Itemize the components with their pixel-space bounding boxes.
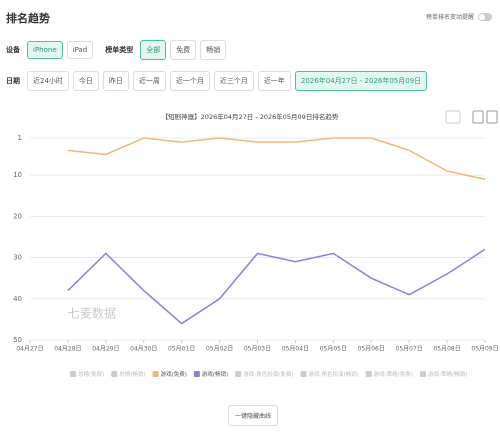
legend-swatch <box>152 371 159 377</box>
legend-swatch <box>420 371 427 377</box>
x-tick-label: 04月29日 <box>92 346 119 353</box>
x-tick-label: 04月30日 <box>130 346 157 353</box>
legend-swatch <box>70 371 76 377</box>
filter-button[interactable]: 2026年04月27日 - 2026年05月09日 <box>294 71 428 91</box>
series-line <box>67 248 486 325</box>
y-tick-label: 50 <box>13 336 22 344</box>
y-tick-label: 30 <box>13 254 22 262</box>
icon-button[interactable] <box>445 110 461 124</box>
group: 近24小时 今日 昨日 近一周 近一个月 近三个月 近一年 2026年04月27日 - 202… <box>27 71 428 91</box>
legend-label[interactable]: 游戏-角色扮演(免费) <box>243 370 293 378</box>
legend-swatch <box>300 371 307 377</box>
filter-label: 设备 <box>6 46 20 54</box>
legend-label[interactable]: 游戏-角色扮演(畅销) <box>308 370 358 378</box>
legend-label[interactable]: 游戏(免费) <box>161 370 187 378</box>
group: iPhone iPad <box>27 41 94 59</box>
icon-button[interactable] <box>486 110 498 124</box>
x-tick-label: 05月03日 <box>244 346 271 353</box>
toggle-label: 榜单排名变动提醒 <box>425 14 474 21</box>
y-tick-label: 20 <box>13 212 22 220</box>
x-tick-label: 05月06日 <box>358 346 385 353</box>
legend-swatch <box>235 371 242 377</box>
x-tick-label: 05月09日 <box>471 346 498 353</box>
x-tick-label: 04月27日 <box>16 346 43 353</box>
x-tick-label: 05月07日 <box>396 346 423 353</box>
icon-button[interactable] <box>472 110 484 124</box>
switch[interactable] <box>478 12 492 21</box>
filter-row: 设备 iPhone iPad 榜单类型 全部 免费 畅销 <box>6 40 227 60</box>
filter-button[interactable]: 近一个月 <box>169 71 210 91</box>
page-title: 排名趋势 <box>6 12 50 25</box>
legend-swatch <box>365 371 372 377</box>
filter-label: 榜单类型 <box>105 46 134 54</box>
filter-button[interactable]: 昨日 <box>102 71 129 91</box>
filter-button[interactable]: iPhone <box>27 41 63 59</box>
x-tick-label: 05月08日 <box>433 346 460 353</box>
filter-button[interactable]: 免费 <box>170 40 197 60</box>
legend-label[interactable]: 游戏-策略(畅销) <box>428 370 467 378</box>
filter-button[interactable]: 近24小时 <box>27 71 69 91</box>
legend-label[interactable]: 总榜(畅销) <box>119 370 145 378</box>
watermark: 七麦数据 <box>68 306 116 321</box>
legend-label[interactable]: 游戏-策略(免费) <box>374 370 413 378</box>
group: 全部 免费 畅销 <box>140 40 227 60</box>
legend-label[interactable]: 游戏(畅销) <box>202 370 228 378</box>
filter-label: 日期 <box>6 77 20 85</box>
y-tick-label: 1 <box>18 134 22 142</box>
filter-button[interactable]: 近三个月 <box>213 71 254 91</box>
y-tick-label: 10 <box>13 171 22 179</box>
hide-button[interactable]: 一键隐藏曲线 <box>228 405 279 426</box>
series-line <box>67 137 486 180</box>
x-tick-label: 05月02日 <box>206 346 233 353</box>
filter-button[interactable]: iPad <box>66 41 94 59</box>
filter-button[interactable]: 今日 <box>72 71 99 91</box>
x-tick-label: 04月28日 <box>54 346 81 353</box>
legend-swatch <box>193 371 200 377</box>
legend-swatch <box>111 371 118 377</box>
filter-button[interactable]: 近一周 <box>132 71 166 91</box>
y-tick-label: 40 <box>13 295 22 303</box>
chart-title: 【短剧神器】2026年04月27日 - 2026年05月09日排名趋势 <box>162 112 339 121</box>
x-tick-label: 05月01日 <box>168 346 195 353</box>
legend-label[interactable]: 总榜(免费) <box>78 370 104 378</box>
filter-button[interactable]: 全部 <box>140 40 167 60</box>
filter-row: 日期 近24小时 今日 昨日 近一周 近一个月 近三个月 近一年 2026年04月27日 - 2… <box>6 71 428 91</box>
x-tick-label: 05月04日 <box>282 346 309 353</box>
filter-button[interactable]: 畅销 <box>200 40 227 60</box>
x-tick-label: 05月05日 <box>320 346 347 353</box>
toggle[interactable]: 榜单排名变动提醒 <box>426 12 492 21</box>
filter-button[interactable]: 近一年 <box>257 71 291 91</box>
